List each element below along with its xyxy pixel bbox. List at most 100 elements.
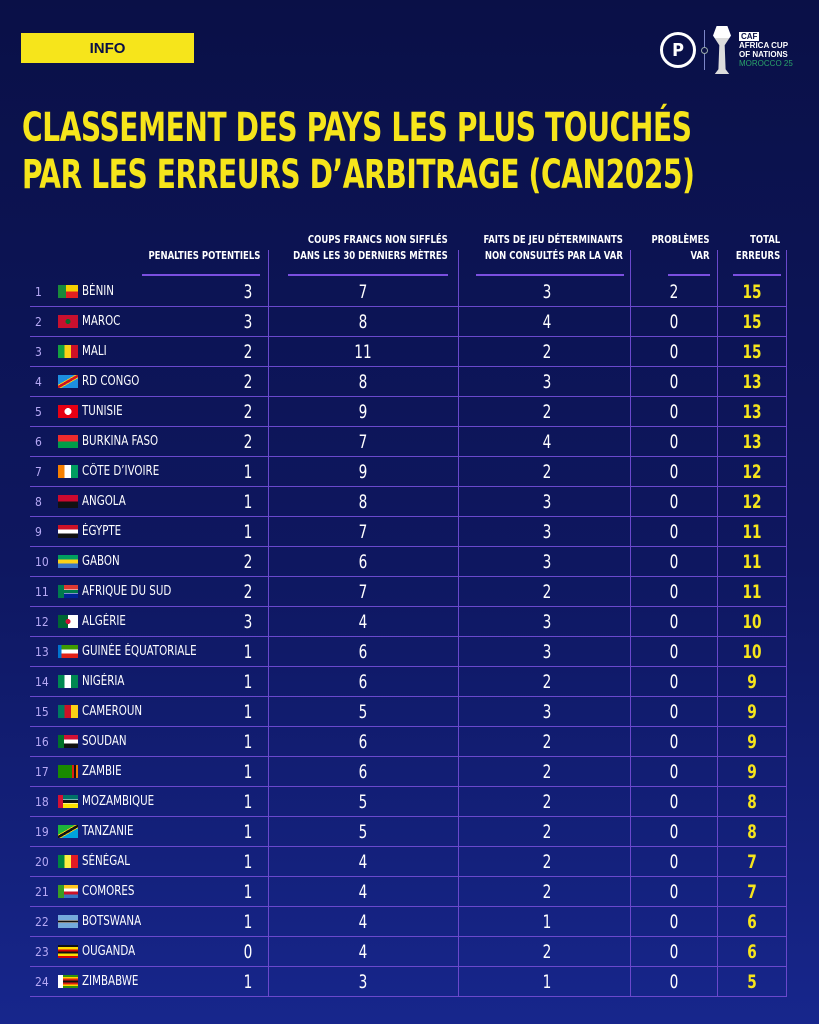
faits-de-jeu-value: 4 (542, 310, 552, 333)
coups-francs-value: 8 (358, 370, 368, 393)
flag-icon-rsa (58, 585, 78, 598)
table-row: 18 MOZAMBIQUE 1 5 2 0 8 (30, 787, 787, 817)
country-name: GABON (82, 554, 120, 569)
country-name: AFRIQUE DU SUD (82, 584, 172, 599)
table-row: 13 GUINÉE ÉQUATORIALE 1 6 3 0 10 (30, 637, 787, 667)
table-row: 8 ANGOLA 1 8 3 0 12 (30, 487, 787, 517)
coups-francs-value: 5 (358, 820, 368, 843)
country-name: ZAMBIE (82, 764, 122, 779)
country-name: ÉGYPTE (82, 524, 122, 539)
table-row: 19 TANZANIE 1 5 2 0 8 (30, 817, 787, 847)
table-row: 15 CAMEROUN 1 5 3 0 9 (30, 697, 787, 727)
flag-icon-mali (58, 345, 78, 358)
var-value: 0 (669, 970, 679, 993)
penalties-value: 2 (243, 370, 253, 393)
rank: 13 (35, 644, 49, 659)
rank: 3 (35, 344, 42, 359)
faits-de-jeu-value: 2 (542, 580, 552, 603)
penalties-value: 2 (243, 340, 253, 363)
var-value: 2 (669, 280, 679, 303)
country-name: TUNISIE (82, 404, 123, 419)
var-value: 0 (669, 670, 679, 693)
faits-de-jeu-value: 3 (542, 370, 552, 393)
var-value: 0 (669, 700, 679, 723)
penalties-value: 1 (243, 970, 253, 993)
total-value: 13 (742, 370, 762, 393)
total-value: 7 (747, 880, 757, 903)
var-value: 0 (669, 490, 679, 513)
coups-francs-value: 6 (358, 760, 368, 783)
country-name: ZIMBABWE (82, 974, 139, 989)
penalties-value: 1 (243, 760, 253, 783)
header-problemes-var: PROBLÈMES VAR (651, 234, 710, 262)
table-row: 9 ÉGYPTE 1 7 3 0 11 (30, 517, 787, 547)
penalties-value: 1 (243, 700, 253, 723)
coups-francs-value: 3 (358, 970, 368, 993)
penalties-value: 2 (243, 430, 253, 453)
faits-de-jeu-value: 2 (542, 460, 552, 483)
country-name: TANZANIE (82, 824, 134, 839)
logos: P CAF AFRICA CUP OF NATIONS MOROCCO 25 (660, 26, 793, 74)
var-value: 0 (669, 880, 679, 903)
var-value: 0 (669, 610, 679, 633)
penalties-value: 3 (243, 310, 253, 333)
country-name: CÔTE D’IVOIRE (82, 464, 160, 479)
faits-de-jeu-value: 1 (542, 910, 552, 933)
flag-icon-comoros (58, 885, 78, 898)
var-value: 0 (669, 520, 679, 543)
flag-icon-nigeria (58, 675, 78, 688)
coups-francs-value: 8 (358, 310, 368, 333)
total-value: 13 (742, 430, 762, 453)
table-row: 3 MALI 2 11 2 0 15 (30, 337, 787, 367)
header-underline (733, 274, 781, 276)
faits-de-jeu-value: 2 (542, 790, 552, 813)
flag-icon-tunisia (58, 405, 78, 418)
country-name: NIGÉRIA (82, 674, 125, 689)
coups-francs-value: 4 (358, 910, 368, 933)
table-row: 6 BURKINA FASO 2 7 4 0 13 (30, 427, 787, 457)
table-row: 23 OUGANDA 0 4 2 0 6 (30, 937, 787, 967)
rank: 6 (35, 434, 42, 449)
header-faits-de-jeu: FAITS DE JEU DÉTERMINANTS NON CONSULTÉS P… (483, 234, 623, 262)
faits-de-jeu-value: 2 (542, 760, 552, 783)
total-value: 8 (747, 790, 757, 813)
faits-de-jeu-value: 2 (542, 340, 552, 363)
rank: 11 (35, 584, 49, 599)
coups-francs-value: 9 (358, 460, 368, 483)
flag-icon-sudan (58, 735, 78, 748)
table-row: 7 CÔTE D’IVOIRE 1 9 2 0 12 (30, 457, 787, 487)
var-value: 0 (669, 310, 679, 333)
flag-icon-ivory (58, 465, 78, 478)
column-divider (268, 250, 269, 997)
flag-icon-zimbabwe (58, 975, 78, 988)
table-row: 1 BÉNIN 3 7 3 2 15 (30, 277, 787, 307)
faits-de-jeu-value: 2 (542, 400, 552, 423)
flag-icon-egypt (58, 525, 78, 538)
total-value: 7 (747, 850, 757, 873)
var-value: 0 (669, 640, 679, 663)
flag-icon-botswana (58, 915, 78, 928)
country-name: BOTSWANA (82, 914, 142, 929)
country-name: ANGOLA (82, 494, 126, 509)
rank: 16 (35, 734, 49, 749)
table-row: 17 ZAMBIE 1 6 2 0 9 (30, 757, 787, 787)
total-value: 9 (747, 700, 757, 723)
var-value: 0 (669, 760, 679, 783)
rank: 2 (35, 314, 42, 329)
penalties-value: 1 (243, 910, 253, 933)
column-divider (630, 250, 631, 997)
flag-icon-burkina (58, 435, 78, 448)
faits-de-jeu-value: 2 (542, 940, 552, 963)
coups-francs-value: 6 (358, 670, 368, 693)
penalties-value: 1 (243, 730, 253, 753)
header-underline (668, 274, 710, 276)
rank: 19 (35, 824, 49, 839)
var-value: 0 (669, 370, 679, 393)
faits-de-jeu-value: 2 (542, 820, 552, 843)
rank: 14 (35, 674, 49, 689)
table-row: 11 AFRIQUE DU SUD 2 7 2 0 11 (30, 577, 787, 607)
var-value: 0 (669, 940, 679, 963)
penalties-value: 2 (243, 400, 253, 423)
rank: 24 (35, 974, 49, 989)
coups-francs-value: 7 (358, 430, 368, 453)
